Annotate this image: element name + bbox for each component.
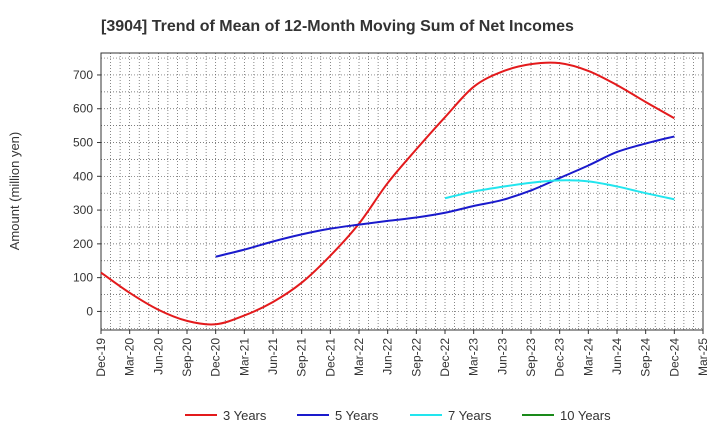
legend: 3 Years 5 Years 7 Years 10 Years	[185, 408, 611, 423]
x-tick-label: Sep-24	[639, 338, 653, 377]
y-tick-label: 300	[73, 203, 93, 217]
legend-label: 7 Years	[448, 408, 492, 423]
x-tick-label: Mar-22	[352, 338, 366, 376]
chart-title: [3904] Trend of Mean of 12-Month Moving …	[101, 18, 574, 35]
x-tick-label: Mar-21	[237, 338, 251, 376]
x-tick-label: Sep-23	[524, 338, 538, 377]
x-tick-label: Sep-21	[295, 338, 309, 377]
x-tick-label: Jun-23	[495, 338, 509, 375]
y-tick-label: 200	[73, 237, 93, 251]
legend-label: 5 Years	[335, 408, 379, 423]
x-tick-label: Jun-20	[151, 338, 165, 375]
x-tick-label: Dec-20	[209, 338, 223, 377]
x-tick-label: Mar-23	[467, 338, 481, 376]
x-tick-label: Sep-20	[180, 338, 194, 377]
y-tick-label: 0	[86, 304, 93, 318]
x-tick-label: Dec-23	[553, 338, 567, 377]
x-tick-label: Jun-21	[266, 338, 280, 375]
plot-background	[101, 53, 703, 330]
series-line-7-years	[444, 179, 675, 201]
y-axis-label: Amount (million yen)	[7, 132, 22, 251]
x-tick-label: Dec-22	[438, 338, 452, 377]
x-tick-label: Jun-24	[610, 338, 624, 375]
plot-area: 0 100 200 300 400 500 600 700 Dec-19 Mar-20 Jun-20…	[73, 52, 710, 377]
x-tick-label: Dec-24	[667, 338, 681, 377]
legend-label: 3 Years	[223, 408, 267, 423]
y-tick-label: 100	[73, 271, 93, 285]
legend-label: 10 Years	[560, 408, 611, 423]
x-tick-label: Dec-19	[94, 338, 108, 377]
plot-frame	[100, 52, 704, 331]
x-tick-label: Mar-25	[696, 338, 710, 376]
y-tick-label: 400	[73, 169, 93, 183]
x-tick-label: Sep-22	[409, 338, 423, 377]
series-line-5-years	[215, 135, 675, 258]
x-tick-label: Jun-22	[381, 338, 395, 375]
x-tick-label: Mar-20	[123, 338, 137, 376]
y-tick-label: 500	[73, 136, 93, 150]
x-tick-label: Mar-24	[581, 338, 595, 376]
x-tick-label: Dec-21	[323, 338, 337, 377]
y-tick-label: 700	[73, 68, 93, 82]
y-tick-label: 600	[73, 102, 93, 116]
series-line-3-years	[100, 61, 675, 326]
